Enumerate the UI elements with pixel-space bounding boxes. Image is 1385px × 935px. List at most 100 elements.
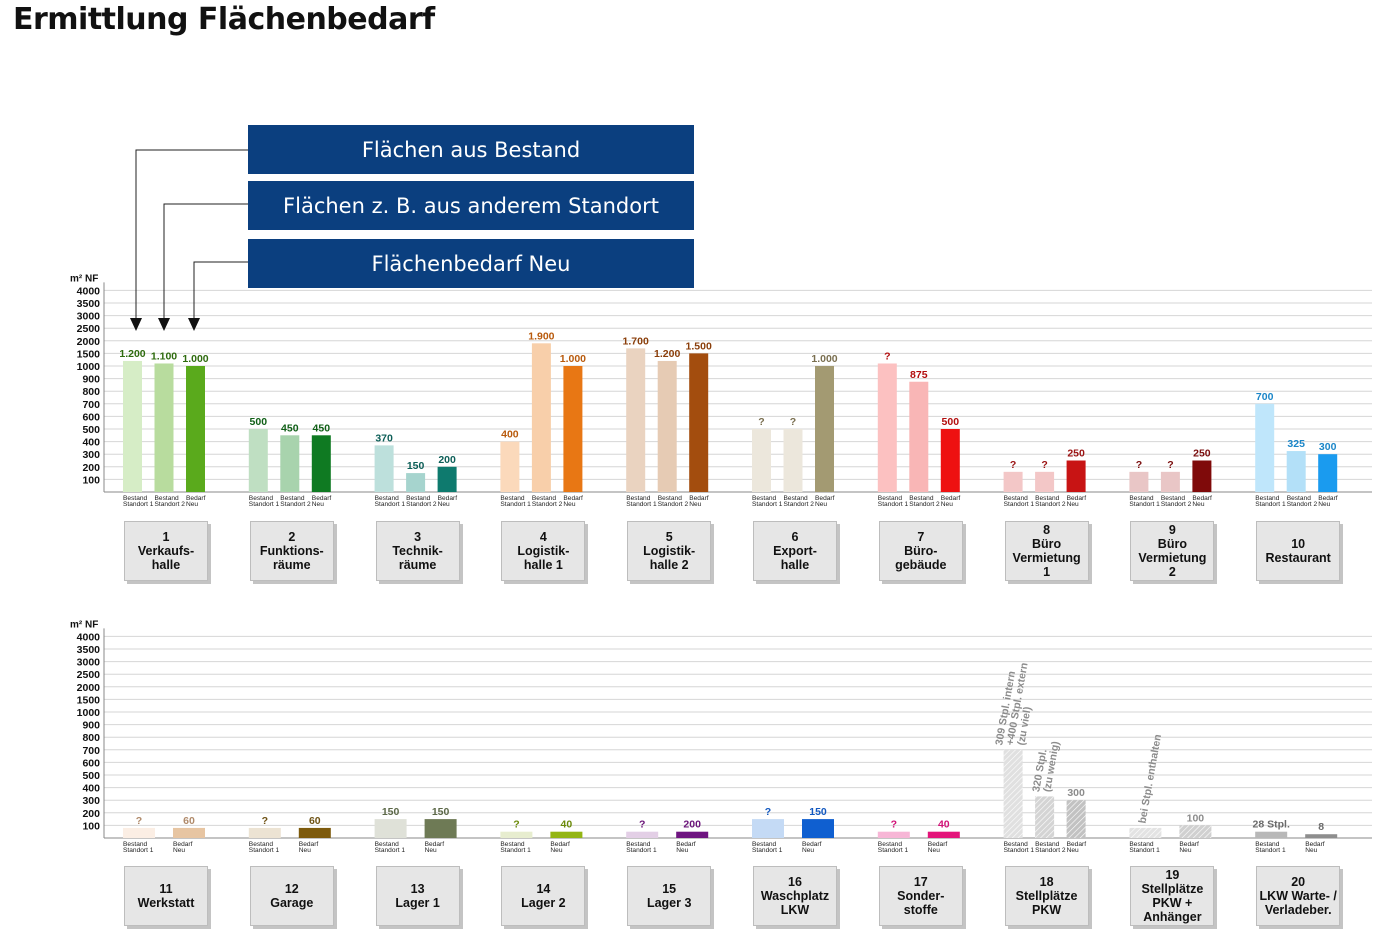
bar-6-1 [752, 429, 771, 492]
category-number: 10 [1291, 537, 1306, 551]
bar-value-label: ? [1010, 459, 1016, 471]
bar-8-3 [1066, 460, 1086, 492]
y-tick-label: 1000 [77, 361, 101, 373]
bar-sublabel: Neu [1067, 847, 1079, 854]
bar-sublabel: Bestand [626, 495, 651, 502]
bar-sublabel: Neu [941, 501, 953, 508]
bar-value-label: 1.100 [151, 350, 177, 362]
bar-12-1 [248, 827, 281, 838]
category-name: halle 1 [523, 558, 563, 572]
category-box-10: 10 Restaurant [1256, 521, 1341, 581]
bar-sublabel: Bedarf [438, 495, 458, 502]
bar-sublabel: Bestand [500, 495, 525, 502]
bar-value-label: 28 Stpl. [1253, 819, 1290, 831]
bar-value-label: 1.700 [623, 335, 649, 347]
category-name: Logistik- [517, 544, 570, 558]
bar-sublabel: Standort 1 [752, 501, 783, 508]
y-tick-label: 900 [82, 720, 100, 732]
bar-sublabel: Standort 1 [500, 847, 531, 854]
bar-sublabel: Neu [1067, 501, 1079, 508]
bar-8-1 [1003, 471, 1023, 492]
legend-standort: Flächen z. B. aus anderem Standort [248, 181, 694, 230]
y-tick-label: 300 [82, 449, 100, 461]
bar-value-label: 250 [1067, 448, 1085, 460]
bar-value-label: ? [262, 815, 268, 827]
bar-value-label: ? [891, 819, 897, 831]
category-number: 2 [288, 530, 296, 544]
bar-17-1 [877, 831, 910, 838]
bar-20-1 [1255, 831, 1288, 838]
category-box-7: 7 Büro-gebäude [878, 521, 963, 581]
bar-sublabel: Neu [928, 847, 940, 854]
category-box-6: 6 Export-halle [753, 521, 837, 581]
y-tick-label: 600 [82, 411, 100, 423]
bar-value-label: 150 [432, 806, 450, 818]
bar-sublabel: Standort 1 [626, 847, 657, 854]
bar-sublabel: Neu [1179, 847, 1191, 854]
bar-sublabel: Bestand [1035, 841, 1060, 848]
bar-sublabel: Bestand [752, 841, 777, 848]
category-number: 7 [917, 530, 925, 544]
category-number: 1 [162, 530, 170, 544]
bar-7-1 [877, 363, 897, 492]
bar-1-3 [186, 366, 205, 492]
bar-sublabel: Bedarf [676, 841, 696, 848]
bar-sublabel: Standort 1 [626, 501, 657, 508]
bar-sublabel: Bestand [375, 841, 400, 848]
category-name: Stellplätze [1141, 882, 1204, 896]
category-number: 16 [788, 875, 802, 889]
bar-value-label: ? [758, 416, 764, 428]
bar-sublabel: Bedarf [312, 495, 332, 502]
bar-sublabel: Bedarf [1192, 495, 1212, 502]
bar-sublabel: Standort 1 [123, 847, 154, 854]
y-tick-label: 2000 [77, 336, 101, 348]
bar-5-2 [657, 360, 677, 492]
y-axis-unit-0: m² NF [70, 273, 98, 284]
y-tick-label: 1500 [77, 348, 101, 360]
bar-value-label: 875 [910, 369, 928, 381]
bar-sublabel: Standort 2 [155, 501, 186, 508]
bar-value-label: ? [513, 819, 519, 831]
bar-value-label: ? [884, 350, 890, 362]
legend-bestand: Flächen aus Bestand [248, 125, 694, 174]
bar-sublabel: Standort 1 [878, 501, 909, 508]
bar-sublabel: Bedarf [1318, 495, 1338, 502]
bar-10-1 [1255, 403, 1275, 492]
category-name: Anhänger [1143, 910, 1202, 924]
category-name: Sonder- [897, 889, 945, 903]
bar-sublabel: Neu [173, 847, 185, 854]
bar-4-3 [563, 366, 583, 492]
bar-15-1 [626, 831, 659, 838]
category-box-3: 3 Technik-räume [375, 521, 460, 581]
bar-sublabel: Bestand [406, 495, 431, 502]
bar-sublabel: Bedarf [941, 495, 961, 502]
y-tick-label: 300 [82, 795, 100, 807]
bar-sublabel: Bedarf [299, 841, 319, 848]
bar-value-label: ? [136, 815, 142, 827]
bar-sublabel: Bestand [123, 495, 148, 502]
bar-8-2 [1035, 471, 1055, 492]
bar-sublabel: Bestand [1161, 495, 1186, 502]
bar-value-label: 8 [1318, 821, 1324, 833]
category-box-5: 5 Logistik-halle 2 [627, 521, 712, 581]
bar-sublabel: Bestand [249, 495, 274, 502]
bar-sublabel: Bestand [626, 841, 651, 848]
bar-value-label: 200 [438, 454, 456, 466]
category-name: halle [151, 558, 181, 572]
category-number: 17 [913, 875, 928, 889]
bar-20-2 [1305, 834, 1338, 838]
bar-sublabel: Bestand [1035, 495, 1060, 502]
category-name: Stellplätze [1015, 889, 1078, 903]
bar-sublabel: Standort 1 [500, 501, 531, 508]
bar-sublabel: Bestand [532, 495, 557, 502]
y-tick-label: 700 [82, 745, 100, 757]
bar-sublabel: Bestand [878, 841, 903, 848]
bar-sublabel: Standort 1 [878, 847, 909, 854]
category-number: 20 [1291, 875, 1306, 889]
bar-value-label: 325 [1287, 438, 1305, 450]
category-name: PKW + [1152, 896, 1193, 910]
category-number: 4 [539, 530, 547, 544]
category-name: LKW Warte- / [1259, 889, 1337, 903]
bar-sublabel: Bedarf [1067, 495, 1087, 502]
legend-connector-line [193, 261, 248, 319]
